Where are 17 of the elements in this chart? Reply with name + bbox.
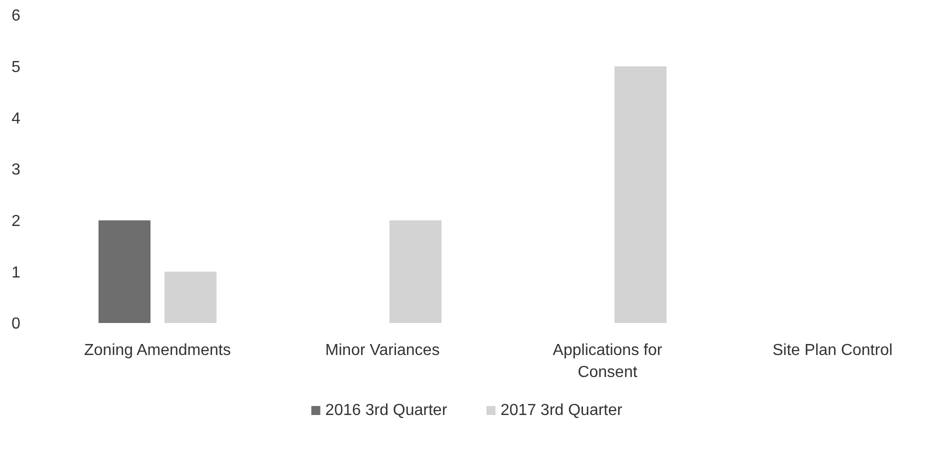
x-tick-label: Site Plan Control — [772, 342, 893, 359]
y-tick-label: 1 — [12, 264, 21, 282]
y-tick-label: 5 — [12, 58, 21, 76]
y-tick-label: 3 — [12, 162, 21, 179]
x-tick-label: Zoning Amendments — [84, 342, 231, 359]
bar — [98, 220, 150, 323]
y-tick-label: 4 — [12, 110, 21, 128]
y-tick-label: 6 — [12, 8, 21, 25]
y-tick-label: 2 — [12, 212, 21, 230]
legend-label: 2016 3rd Quarter — [325, 402, 448, 419]
bar — [164, 272, 216, 323]
bar — [614, 66, 666, 323]
x-tick-label: Minor Variances — [325, 342, 440, 359]
bar — [390, 220, 442, 323]
x-tick-label: Applications for Consent — [552, 342, 663, 381]
legend-label: 2017 3rd Quarter — [500, 402, 624, 419]
y-tick-label: 0 — [12, 316, 21, 333]
